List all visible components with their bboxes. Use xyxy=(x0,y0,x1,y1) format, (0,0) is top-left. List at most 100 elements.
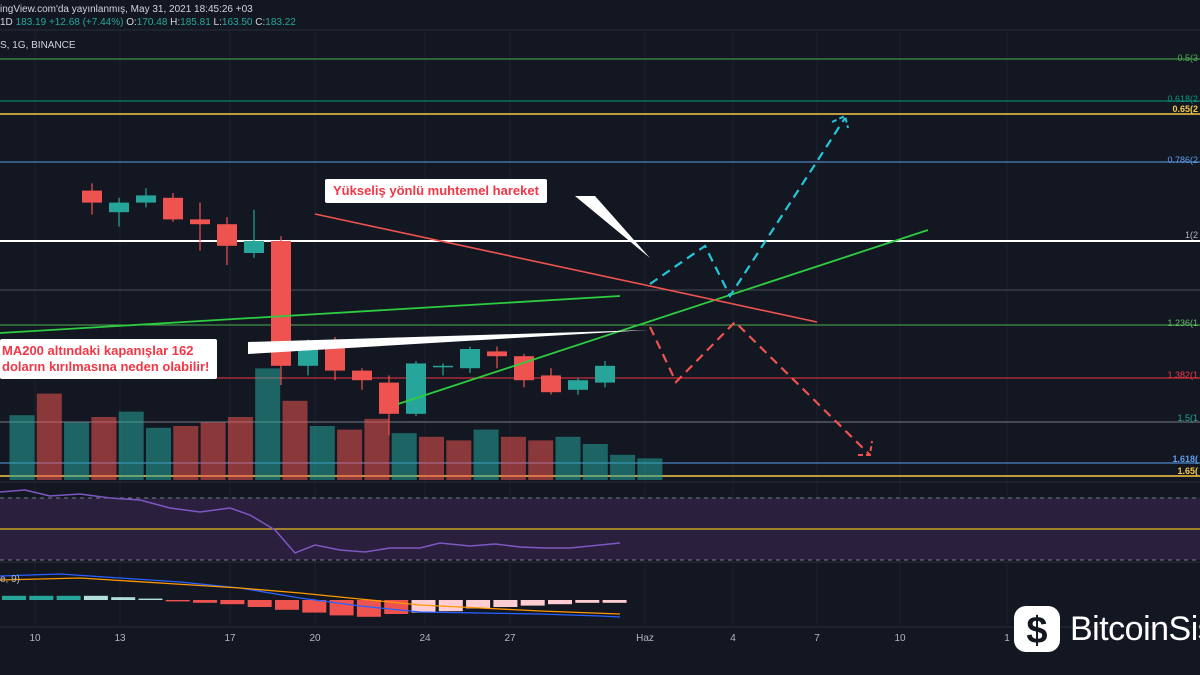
macd-bar xyxy=(29,595,54,600)
price-change: +12.68 (+7.44%) xyxy=(48,17,124,28)
bullish-arrowhead xyxy=(831,114,849,129)
fib-label-1: 0.618(2 xyxy=(1167,94,1198,104)
macd-bar xyxy=(602,600,627,603)
volume-bar xyxy=(473,429,499,480)
macd-bar xyxy=(2,595,26,600)
x-tick-8: 7 xyxy=(814,633,820,644)
x-tick-9: 10 xyxy=(894,633,906,644)
low-value: 163.50 xyxy=(221,17,253,28)
macd-bar xyxy=(493,600,518,607)
fib-label-0: 0.5(3 xyxy=(1177,53,1198,63)
volume-bar xyxy=(9,415,35,480)
candle-body[interactable] xyxy=(487,351,507,357)
close-label: C: xyxy=(255,17,266,28)
volume-bar xyxy=(255,368,281,480)
candle-body[interactable] xyxy=(163,197,183,220)
volume-bar xyxy=(391,433,417,480)
signal-line xyxy=(0,577,621,615)
volume-bar xyxy=(555,436,581,480)
volume-bars xyxy=(9,368,663,480)
callout-down-pointer xyxy=(248,330,648,354)
macd-histogram xyxy=(2,595,627,617)
x-tick-3: 20 xyxy=(309,633,321,644)
candle-body[interactable] xyxy=(109,202,129,213)
high-value: 185.81 xyxy=(180,17,211,28)
macd-bar xyxy=(138,598,163,600)
volume-bar xyxy=(227,417,253,480)
macd-bar xyxy=(438,600,463,612)
macd-bar xyxy=(165,600,190,602)
callout-up-pointer xyxy=(575,196,650,258)
candle-body[interactable] xyxy=(217,224,237,246)
x-tick-2: 17 xyxy=(224,633,236,644)
candle-body[interactable] xyxy=(379,382,399,414)
candle-body[interactable] xyxy=(136,195,156,203)
candle-body[interactable] xyxy=(406,363,426,414)
low-label: L: xyxy=(213,17,222,28)
last-price: 183.19 xyxy=(15,17,47,28)
candle-body[interactable] xyxy=(433,365,453,368)
volume-bar xyxy=(118,411,144,480)
volume-bar xyxy=(582,444,608,480)
volume-bar xyxy=(200,422,226,480)
logo-text: BitcoinSis xyxy=(1070,609,1200,648)
candle-body[interactable] xyxy=(460,349,480,369)
x-tick-5: 27 xyxy=(504,633,516,644)
close-value: 183.22 xyxy=(265,17,296,28)
candle-body[interactable] xyxy=(271,241,291,366)
macd-bar xyxy=(220,600,245,605)
open-label: O: xyxy=(126,17,137,28)
volume-bar xyxy=(91,417,117,480)
x-tick-10: 1 xyxy=(1004,633,1010,644)
macd-bar xyxy=(356,600,381,617)
volume-bar xyxy=(637,458,663,480)
header-ohlc: 1D 183.19 +12.68 (+7.44%) O:170.48 H:185… xyxy=(0,17,296,28)
macd-bar xyxy=(520,600,545,606)
macd-line xyxy=(0,573,621,618)
candle-body[interactable] xyxy=(244,241,264,253)
open-value: 170.48 xyxy=(136,17,168,28)
volume-bar xyxy=(173,426,199,480)
callout-bearish: MA200 altındaki kapanışlar 162 doların k… xyxy=(0,339,218,379)
candles xyxy=(82,183,615,436)
callout-bearish-line2: doların kırılmasına neden olabilir! xyxy=(2,359,210,374)
macd-bar xyxy=(247,600,272,607)
support-trendline xyxy=(397,229,929,405)
volume-bar xyxy=(446,440,472,480)
macd-bar xyxy=(302,600,327,613)
bearish-projection xyxy=(649,320,871,456)
timeframe: 1D xyxy=(0,17,13,28)
volume-bar xyxy=(64,422,90,480)
fib-label-2: 0.65(2 xyxy=(1172,104,1198,114)
fib-label-9: 1.65( xyxy=(1177,466,1198,476)
candle-body[interactable] xyxy=(352,370,372,381)
volume-bar xyxy=(309,426,335,480)
volume-bar xyxy=(528,440,554,480)
svg-text:$: $ xyxy=(1026,610,1047,652)
volume-bar xyxy=(364,418,390,480)
x-tick-1: 13 xyxy=(114,633,126,644)
candle-body[interactable] xyxy=(595,365,615,383)
volume-bar xyxy=(337,429,363,480)
macd-bar xyxy=(548,600,572,605)
bearish-arrowhead xyxy=(858,440,873,456)
candle-body[interactable] xyxy=(190,219,210,225)
x-tick-7: 4 xyxy=(730,633,736,644)
high-label: H: xyxy=(170,17,181,28)
bitcoin-icon: $ xyxy=(1014,606,1060,652)
symbol-line: S, 1G, BINANCE xyxy=(0,40,76,51)
candle-body[interactable] xyxy=(82,190,102,203)
fib-label-3: 0.786(2 xyxy=(1167,155,1198,165)
candle-body[interactable] xyxy=(541,375,561,393)
fib-label-7: 1.5(1 xyxy=(1177,413,1198,423)
macd-bar xyxy=(111,597,136,600)
fib-label-6: 1.382(1 xyxy=(1167,370,1198,380)
volume-bar xyxy=(610,454,636,480)
macd-bar xyxy=(575,600,600,603)
bitcoinsistemi-logo: $ BitcoinSis xyxy=(1010,598,1200,660)
candle-body[interactable] xyxy=(568,380,588,390)
candle-body[interactable] xyxy=(514,356,534,381)
volume-bar xyxy=(36,393,62,480)
fib-label-8: 1.618( xyxy=(1172,454,1198,464)
